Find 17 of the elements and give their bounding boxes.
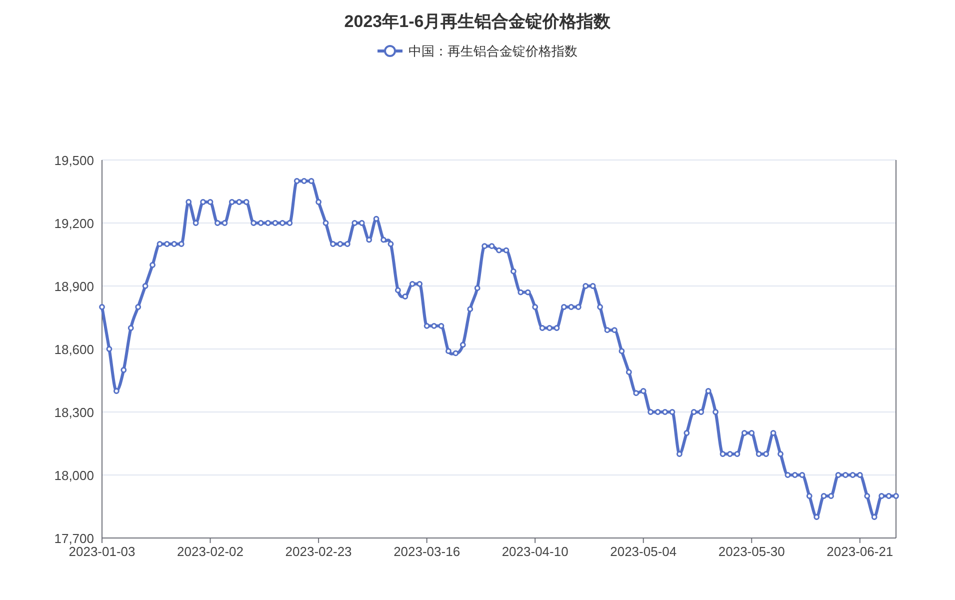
y-tick-label: 19,500 — [54, 153, 94, 168]
y-tick-label: 18,900 — [54, 279, 94, 294]
x-tick-label: 2023-03-16 — [394, 544, 460, 559]
y-tick-label: 17,700 — [54, 531, 94, 546]
x-tick-label: 2023-01-03 — [68, 544, 136, 559]
x-tick-label: 2023-05-04 — [610, 544, 677, 559]
x-tick-label: 2023-06-21 — [826, 544, 894, 559]
legend-label: 中国：再生铝合金锭价格指数 — [408, 44, 578, 58]
y-tick-label: 18,000 — [54, 468, 94, 483]
x-tick-label: 2023-05-30 — [718, 544, 785, 559]
x-tick-label: 2023-04-10 — [502, 544, 568, 559]
chart-title: 2023年1-6月再生铝合金锭价格指数 — [344, 12, 612, 31]
y-tick-label: 18,600 — [54, 342, 94, 357]
x-tick-label: 2023-02-23 — [285, 544, 352, 559]
x-tick-label: 2023-02-02 — [177, 544, 244, 559]
y-tick-label: 18,300 — [54, 405, 94, 420]
y-tick-label: 19,200 — [54, 216, 94, 231]
